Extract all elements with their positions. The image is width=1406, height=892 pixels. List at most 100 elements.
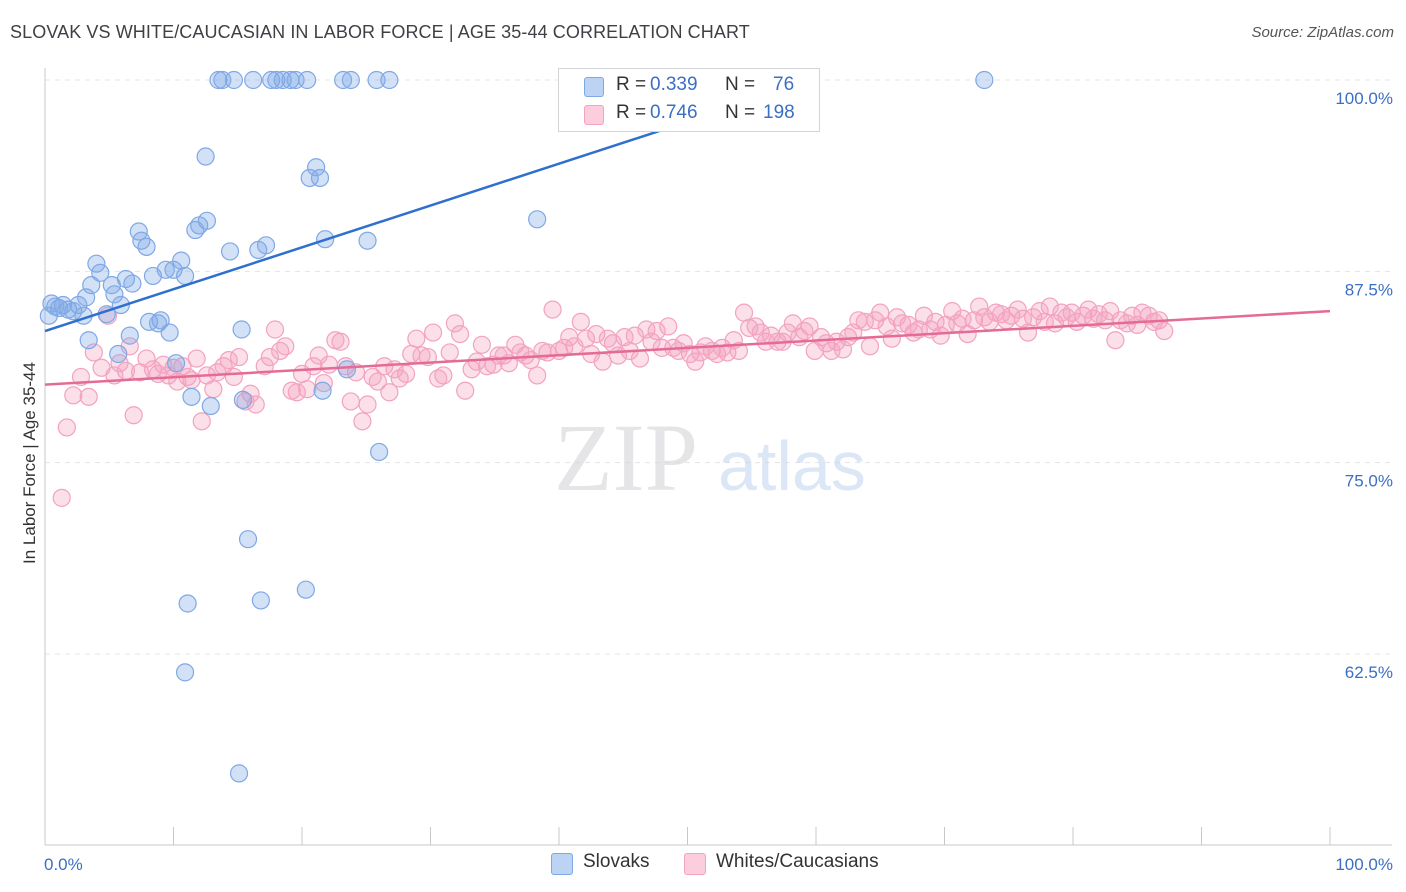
slovaks-point <box>224 70 243 90</box>
slovaks-point <box>334 70 353 90</box>
whites-point <box>380 383 399 402</box>
whites-point <box>224 367 243 387</box>
slovaks-point <box>111 295 130 315</box>
whites-point <box>477 357 497 376</box>
whites-point <box>298 380 317 399</box>
whites-point <box>265 320 285 339</box>
whites-point <box>1030 302 1049 321</box>
slovaks-swatch <box>584 77 604 97</box>
slovaks-point <box>220 242 240 261</box>
slovaks-point <box>358 231 377 250</box>
whites-point <box>309 346 328 365</box>
watermark-atlas: atlas <box>718 427 866 505</box>
whites-point <box>729 341 749 361</box>
whites-point <box>1101 302 1120 321</box>
slovaks-point <box>79 331 98 350</box>
whites-point <box>319 355 339 374</box>
whites-point <box>1155 321 1174 341</box>
whites-point <box>1008 300 1027 319</box>
whites-point <box>882 329 901 348</box>
slovaks-point <box>156 260 175 279</box>
chart-title: SLOVAK VS WHITE/CAUCASIAN IN LABOR FORCE… <box>10 22 750 42</box>
whites-point <box>64 386 83 405</box>
legend-n-value-slovaks: 76 <box>773 74 795 95</box>
slovaks-point <box>975 70 994 90</box>
slovaks-point <box>175 663 195 682</box>
whites-point <box>1079 300 1098 319</box>
whites-point <box>368 372 387 391</box>
slovaks-point <box>310 168 330 188</box>
whites-point <box>187 349 206 368</box>
legend-n-label: N = <box>725 74 756 95</box>
legend-n-label: N = <box>725 102 756 123</box>
whites-point <box>734 303 754 322</box>
whites-point <box>1040 297 1059 316</box>
whites-point <box>287 383 306 402</box>
slovaks-point <box>166 354 186 373</box>
slovaks-point <box>380 70 399 90</box>
whites-point <box>593 352 612 371</box>
whites-point <box>57 418 76 437</box>
slovaks-point <box>116 269 136 289</box>
slovaks-point <box>120 326 139 345</box>
whites-point <box>456 381 475 400</box>
slovaks-point <box>370 442 389 462</box>
whites-legend-label: Whites/Caucasians <box>716 851 879 872</box>
whites-point <box>434 366 453 385</box>
slovaks-point <box>300 168 319 188</box>
whites-point <box>625 326 644 345</box>
slovaks-point <box>201 396 220 416</box>
bottom-legend-slovaks: Slovaks <box>551 851 661 877</box>
slovaks-point <box>296 580 315 599</box>
slovaks-point <box>175 266 195 286</box>
whites-point <box>1106 331 1125 350</box>
slovaks-legend-label: Slovaks <box>583 851 650 872</box>
whites-point <box>331 332 350 351</box>
whites-points <box>52 297 1174 507</box>
whites-point <box>630 349 650 368</box>
legend-n-value-whites: 198 <box>763 102 795 123</box>
whites-point <box>314 373 333 393</box>
bottom-legend-whites: Whites/Caucasians <box>684 851 904 877</box>
whites-point <box>800 317 819 336</box>
y-tick-label: 100.0% <box>1335 89 1393 108</box>
y-tick-label: 87.5% <box>1345 280 1393 299</box>
whites-point <box>528 366 547 385</box>
source-label: Source: ZipAtlas.com <box>1251 24 1394 41</box>
whites-point <box>751 323 770 342</box>
x-tick-label: 0.0% <box>44 855 83 874</box>
whites-point <box>472 335 491 354</box>
slovaks-point <box>82 276 101 295</box>
whites-point <box>358 395 377 414</box>
whites-point <box>571 312 590 331</box>
slovaks-point <box>307 158 326 177</box>
slovaks-point <box>238 530 258 549</box>
whites-point <box>822 341 841 361</box>
correlation-legend: R = 0.339 N = 76 R = 0.746 N = 198 <box>558 68 820 132</box>
slovaks-point <box>273 70 292 90</box>
slovaks-point <box>267 70 286 90</box>
whites-point <box>931 326 950 345</box>
whites-point <box>229 347 249 367</box>
whites-point <box>686 352 705 371</box>
whites-point <box>276 337 295 356</box>
whites-point <box>445 314 465 333</box>
whites-point <box>79 387 98 406</box>
slovaks-point <box>233 390 252 410</box>
whites-point <box>429 369 448 388</box>
slovaks-point <box>137 237 156 256</box>
slovaks-point <box>109 344 128 364</box>
whites-point <box>423 323 443 342</box>
whites-point <box>1018 323 1038 342</box>
slovaks-legend-swatch <box>551 853 573 875</box>
slovaks-point <box>151 311 170 330</box>
slovaks-point <box>528 210 547 229</box>
legend-r-value-whites: 0.746 <box>650 102 698 123</box>
whites-legend-swatch <box>684 853 706 875</box>
slovaks-point <box>367 70 386 90</box>
watermark-zip: ZIP <box>554 404 698 511</box>
slovaks-point <box>123 274 142 293</box>
slovaks-point <box>197 211 217 230</box>
slovaks-points <box>39 70 994 783</box>
